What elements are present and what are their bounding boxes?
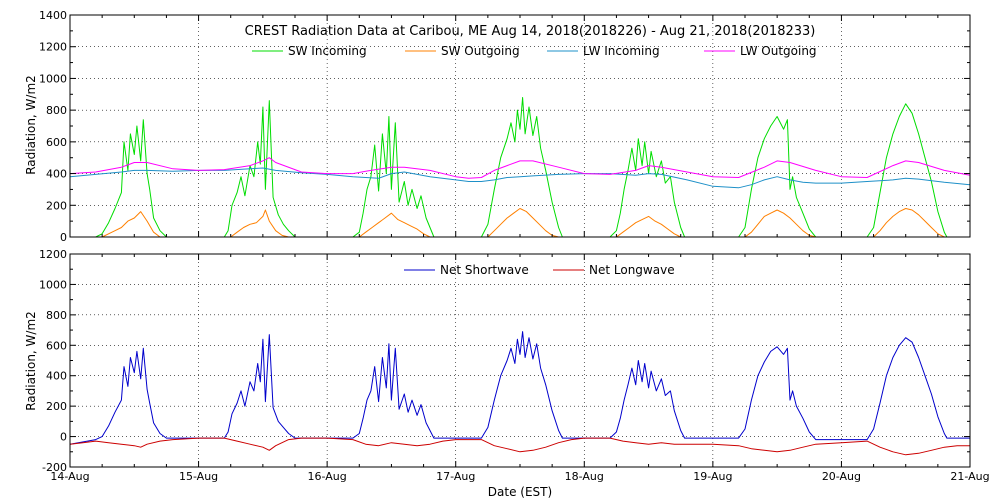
x-tick-label: 17-Aug [436,470,475,483]
bottom-y-tick-label: 600 [46,339,67,352]
top-y-tick-label: 1000 [39,72,67,85]
x-tick-label: 14-Aug [50,470,89,483]
bottom-x-ticks: 14-Aug 15-Aug 16-Aug 17-Aug 18-Aug 19-Aug 20-A… [50,254,990,483]
top-y-tick-label: 600 [46,136,67,149]
x-tick-label: 21-Aug [950,470,989,483]
series-line-sw-incoming [70,97,970,238]
bottom-y-tick-label: 1200 [39,248,67,261]
top-y-tick-label: 0 [60,231,67,244]
x-tick-label: 15-Aug [179,470,218,483]
top-gridlines [70,15,970,237]
x-axis-label: Date (EST) [488,485,552,499]
top-y-tick-label: 1400 [39,9,67,22]
series-line-net-longwave [69,437,970,456]
top-y-axis-label: Radiation, W/m2 [24,75,38,175]
bottom-y-tick-label: 800 [46,309,67,322]
x-tick-label: 16-Aug [308,470,347,483]
top-y-tick-label: 800 [46,104,67,117]
bottom-y-tick-label: -200 [42,461,67,474]
top-series-lines [69,97,971,238]
legend-label-sw-incoming: SW Incoming [288,44,367,58]
legend-label-net-shortwave: Net Shortwave [440,263,529,277]
x-tick-label: 19-Aug [693,470,732,483]
bottom-series-lines [69,331,970,456]
bottom-legend: Net Shortwave Net Longwave [404,263,675,277]
top-radiation-panel: 0 200 400 600 800 1000 1200 1400 CREST Radiatio… [24,9,971,244]
bottom-y-tick-label: 1000 [39,278,67,291]
bottom-y-ticks: -200 0 200 400 600 800 1000 1200 [39,248,970,474]
x-tick-label: 18-Aug [565,470,604,483]
bottom-y-axis-label: Radiation, W/m2 [24,311,38,411]
bottom-y-tick-label: 0 [60,431,67,444]
legend-label-sw-outgoing: SW Outgoing [441,44,520,58]
bottom-net-radiation-panel: -200 0 200 400 600 800 1000 1200 14-Aug 15-Aug 16… [24,248,990,499]
top-y-tick-label: 1200 [39,41,67,54]
series-line-sw-outgoing [70,208,970,238]
top-chart-title: CREST Radiation Data at Caribou, ME Aug … [245,24,816,39]
legend-label-net-longwave: Net Longwave [589,263,675,277]
series-line-lw-incoming [69,167,971,189]
x-tick-label: 20-Aug [822,470,861,483]
top-y-tick-label: 200 [46,199,67,212]
series-line-lw-outgoing [69,157,971,179]
bottom-y-tick-label: 200 [46,400,67,413]
top-x-ticks [69,15,971,237]
series-line-net-shortwave [69,331,970,445]
bottom-y-tick-label: 400 [46,370,67,383]
legend-label-lw-outgoing: LW Outgoing [740,44,817,58]
legend-label-lw-incoming: LW Incoming [583,44,660,58]
top-y-ticks: 0 200 400 600 800 1000 1200 1400 [39,9,970,244]
top-legend: SW Incoming SW Outgoing LW Incoming LW O… [252,44,817,58]
top-y-tick-label: 400 [46,168,67,181]
